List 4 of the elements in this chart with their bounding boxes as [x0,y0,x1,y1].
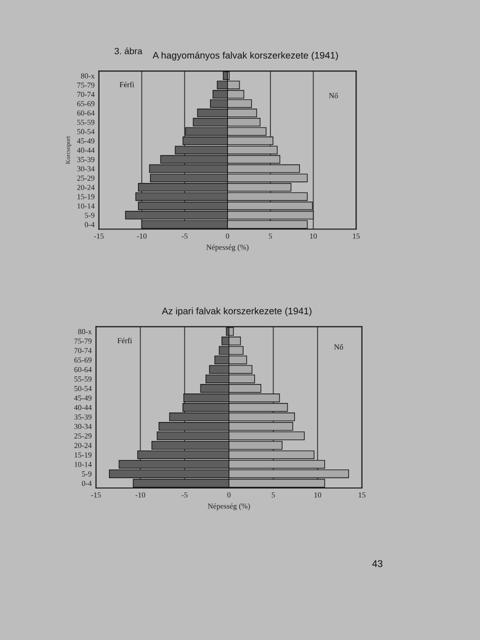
text: 43 [372,560,382,568]
chart-title: Az ipari falvak korszerkezete (1941) [162,307,312,316]
chart-title: A hagyományos falvak korszerkezete (1941) [152,52,338,60]
text: 3. ábra [114,48,142,54]
